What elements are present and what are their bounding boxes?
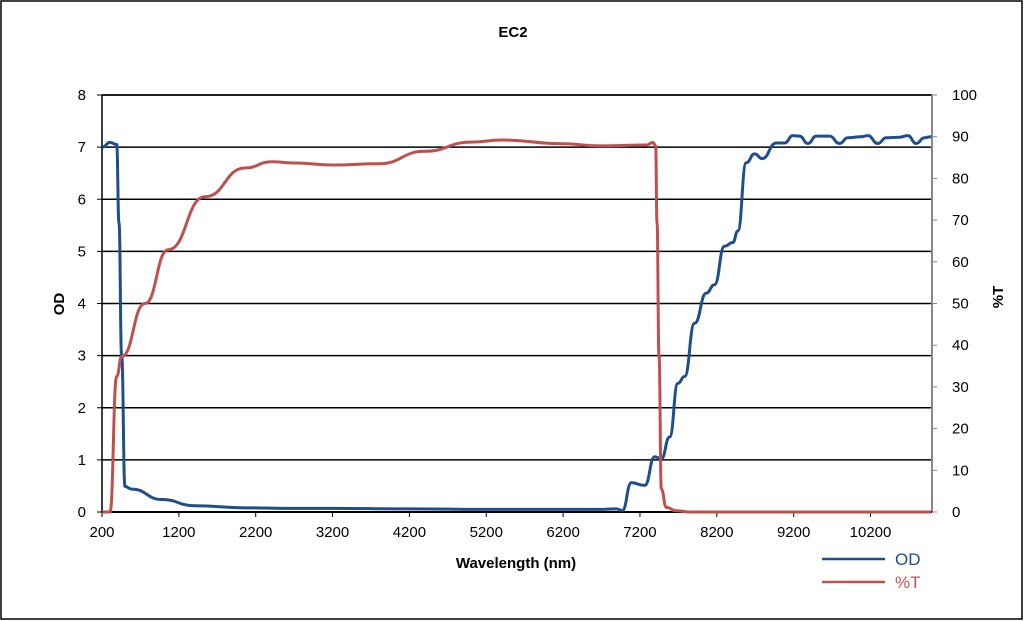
y-tick-label: 5 (78, 243, 86, 260)
y-tick-label: 3 (78, 348, 86, 365)
y2-tick-label: 80 (952, 170, 969, 187)
y2-tick-label: 10 (952, 462, 969, 479)
series-line-od (102, 134, 932, 512)
y2-tick-label: 60 (952, 254, 969, 271)
x-tick-label: 1200 (162, 524, 195, 541)
y2-tick-label: 30 (952, 379, 969, 396)
x-tick-label: 6200 (546, 524, 579, 541)
legend-label-od: OD (895, 550, 921, 569)
y-axis-label: OD (51, 293, 68, 316)
x-tick-label: 7200 (623, 524, 656, 541)
y-tick-label: 0 (78, 504, 86, 521)
x-axis-label: Wavelength (nm) (456, 555, 576, 572)
x-tick-label: 2200 (239, 524, 272, 541)
y2-tick-label: 20 (952, 421, 969, 438)
chart-title: EC2 (498, 24, 527, 41)
x-tick-label: 200 (89, 524, 114, 541)
x-tick-label: 9200 (777, 524, 810, 541)
y2-tick-label: 100 (952, 87, 977, 104)
y-tick-label: 2 (78, 400, 86, 417)
y2-axis-label: %T (990, 286, 1007, 309)
y-tick-label: 6 (78, 191, 86, 208)
y-tick-label: 4 (78, 296, 86, 313)
x-tick-label: 8200 (700, 524, 733, 541)
x-tick-label: 10200 (850, 524, 892, 541)
y2-tick-label: 70 (952, 212, 969, 229)
y2-tick-label: 90 (952, 129, 969, 146)
y2-tick-label: 0 (952, 504, 960, 521)
x-tick-label: 5200 (470, 524, 503, 541)
y-tick-label: 8 (78, 87, 86, 104)
y2-tick-label: 40 (952, 337, 969, 354)
series-line-t (102, 138, 932, 514)
legend: OD %T (822, 550, 921, 592)
x-tick-label: 4200 (393, 524, 426, 541)
y-tick-label: 7 (78, 139, 86, 156)
x-tick-label: 3200 (316, 524, 349, 541)
legend-label-t: %T (895, 573, 921, 592)
y-tick-label: 1 (78, 452, 86, 469)
y2-tick-label: 50 (952, 296, 969, 313)
